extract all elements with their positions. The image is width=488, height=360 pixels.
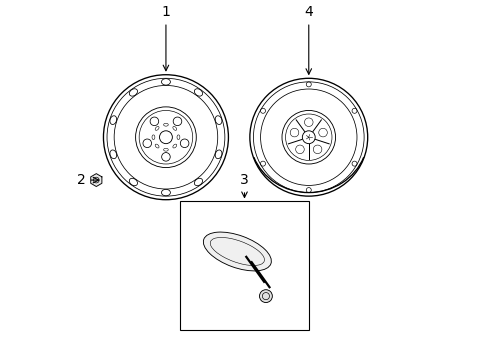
Circle shape	[313, 145, 321, 154]
Circle shape	[302, 131, 315, 144]
Circle shape	[159, 131, 172, 144]
Text: 2: 2	[77, 173, 99, 187]
Circle shape	[259, 290, 272, 302]
Circle shape	[295, 145, 304, 154]
Polygon shape	[91, 174, 102, 186]
Circle shape	[318, 128, 326, 137]
Text: 3: 3	[240, 173, 248, 198]
Text: 4: 4	[304, 5, 312, 74]
Circle shape	[304, 118, 312, 126]
Text: 1: 1	[161, 5, 170, 71]
Circle shape	[290, 128, 298, 137]
Ellipse shape	[203, 232, 271, 271]
